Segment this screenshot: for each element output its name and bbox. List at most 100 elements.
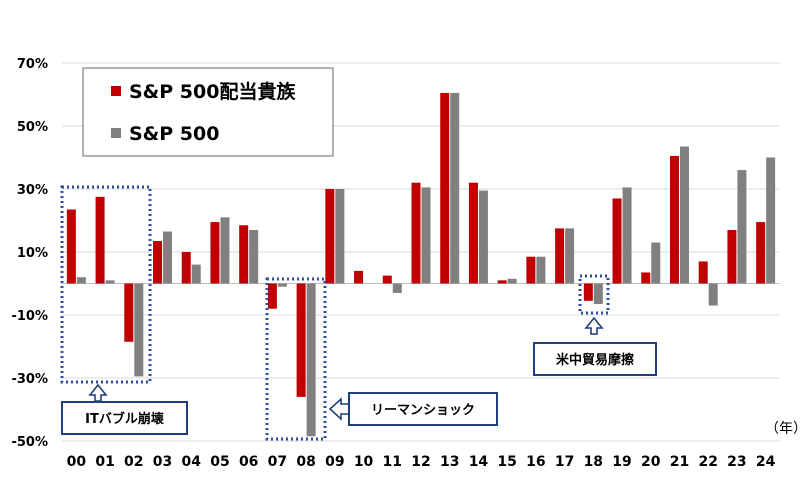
bar-sp500-19 xyxy=(622,187,632,284)
y-tick-label: 50% xyxy=(17,120,48,135)
bar-aristocrats-22 xyxy=(698,261,708,284)
x-tick-label: 15 xyxy=(497,454,516,470)
legend-box xyxy=(82,67,334,157)
bar-aristocrats-11 xyxy=(382,275,392,284)
bar-sp500-09 xyxy=(335,189,345,284)
x-tick-label: 20 xyxy=(641,454,661,470)
legend-label-1: S&P 500 xyxy=(129,123,219,145)
legend-swatch-0 xyxy=(111,86,121,96)
bar-aristocrats-20 xyxy=(641,272,651,284)
bar-aristocrats-24 xyxy=(756,222,766,284)
x-tick-label: 04 xyxy=(181,454,201,470)
axis-layer: 70% 50% 30% 10% -10% -30% -50% 00 01 02 03 04 05 06 07… xyxy=(11,57,775,470)
y-tick-label: 70% xyxy=(17,57,48,72)
bar-sp500-05 xyxy=(220,217,230,284)
x-tick-label: 08 xyxy=(296,454,315,470)
x-tick-label: 00 xyxy=(67,454,87,470)
bar-sp500-16 xyxy=(536,256,546,284)
bar-sp500-11 xyxy=(392,283,402,293)
y-tick-label: -10% xyxy=(11,309,48,324)
annotation-layer: ITバブル崩壊 リーマンショック 米中貿易摩擦 xyxy=(60,185,657,441)
bar-aristocrats-00 xyxy=(66,209,76,284)
bar-aristocrats-10 xyxy=(354,270,364,284)
arrow-up-icon xyxy=(88,383,108,402)
bar-aristocrats-12 xyxy=(411,182,421,284)
bar-sp500-17 xyxy=(565,228,575,284)
bar-sp500-08 xyxy=(306,283,316,437)
highlight-trade-war xyxy=(578,274,610,315)
x-tick-label: 05 xyxy=(210,454,229,470)
x-tick-label: 23 xyxy=(727,454,746,470)
bar-sp500-06 xyxy=(249,229,259,284)
bar-aristocrats-09 xyxy=(325,189,335,284)
bar-aristocrats-18 xyxy=(583,283,593,301)
annotation-lehman-label: リーマンショック xyxy=(371,403,475,418)
arrow-up-icon xyxy=(584,316,604,335)
x-tick-label: 19 xyxy=(612,454,631,470)
year-unit-label: （年） xyxy=(765,421,800,437)
bar-sp500-07 xyxy=(277,283,287,287)
bar-sp500-12 xyxy=(421,187,431,284)
bar-aristocrats-13 xyxy=(440,92,450,284)
annotation-it-bubble-label: ITバブル崩壊 xyxy=(85,411,165,427)
bar-aristocrats-08 xyxy=(296,283,306,397)
bar-aristocrats-02 xyxy=(124,283,134,342)
x-tick-label: 22 xyxy=(698,454,717,470)
bar-aristocrats-21 xyxy=(669,155,679,284)
bar-sp500-01 xyxy=(105,280,115,284)
highlight-it-bubble xyxy=(60,185,152,384)
x-tick-label: 06 xyxy=(239,454,258,470)
x-tick-label: 03 xyxy=(153,454,172,470)
bar-aristocrats-19 xyxy=(612,198,622,284)
y-tick-label: -30% xyxy=(11,372,48,387)
bar-sp500-04 xyxy=(191,264,201,284)
bar-sp500-00 xyxy=(76,277,86,284)
bar-sp500-15 xyxy=(507,278,517,284)
x-tick-label: 16 xyxy=(526,454,545,470)
x-tick-label: 01 xyxy=(95,454,114,470)
bar-aristocrats-06 xyxy=(239,225,249,284)
bar-sp500-14 xyxy=(478,190,488,284)
annotation-lehman-box xyxy=(348,392,498,426)
bar-aristocrats-03 xyxy=(153,240,163,284)
bar-sp500-13 xyxy=(450,92,460,284)
x-tick-label: 10 xyxy=(354,454,374,470)
bar-aristocrats-15 xyxy=(497,280,507,284)
bar-aristocrats-07 xyxy=(267,283,277,309)
bar-sp500-21 xyxy=(679,146,689,284)
bar-sp500-20 xyxy=(651,242,661,284)
bar-sp500-23 xyxy=(737,170,747,284)
x-tick-label: 09 xyxy=(325,454,344,470)
bar-aristocrats-01 xyxy=(95,196,105,284)
x-tick-label: 17 xyxy=(555,454,574,470)
y-tick-label: -50% xyxy=(11,435,48,450)
x-tick-label: 24 xyxy=(756,454,776,470)
y-tick-label: 10% xyxy=(17,246,48,261)
annotation-trade-war-box xyxy=(533,342,657,376)
bar-aristocrats-16 xyxy=(526,256,536,284)
bar-sp500-24 xyxy=(766,157,776,284)
x-tick-label: 02 xyxy=(124,454,143,470)
annotation-it-bubble-box xyxy=(61,401,188,435)
bar-sp500-22 xyxy=(708,283,718,306)
x-tick-label: 12 xyxy=(411,454,430,470)
legend-swatch-1 xyxy=(111,128,121,138)
bars-layer xyxy=(66,92,776,437)
x-tick-label: 18 xyxy=(584,454,603,470)
bar-sp500-18 xyxy=(593,283,603,304)
x-tick-label: 07 xyxy=(268,454,287,470)
x-tick-label: 21 xyxy=(670,454,689,470)
bar-sp500-03 xyxy=(163,231,173,284)
bar-aristocrats-17 xyxy=(555,228,565,284)
y-tick-label: 30% xyxy=(17,183,48,198)
highlight-lehman xyxy=(265,277,327,441)
annotation-trade-war-label: 米中貿易摩擦 xyxy=(556,352,634,368)
arrow-left-icon xyxy=(328,397,350,421)
bar-aristocrats-05 xyxy=(210,222,220,284)
legend: S&P 500配当貴族 S&P 500 xyxy=(82,67,334,157)
bar-sp500-02 xyxy=(134,283,144,377)
x-tick-label: 11 xyxy=(383,454,402,470)
bar-aristocrats-23 xyxy=(727,229,737,284)
